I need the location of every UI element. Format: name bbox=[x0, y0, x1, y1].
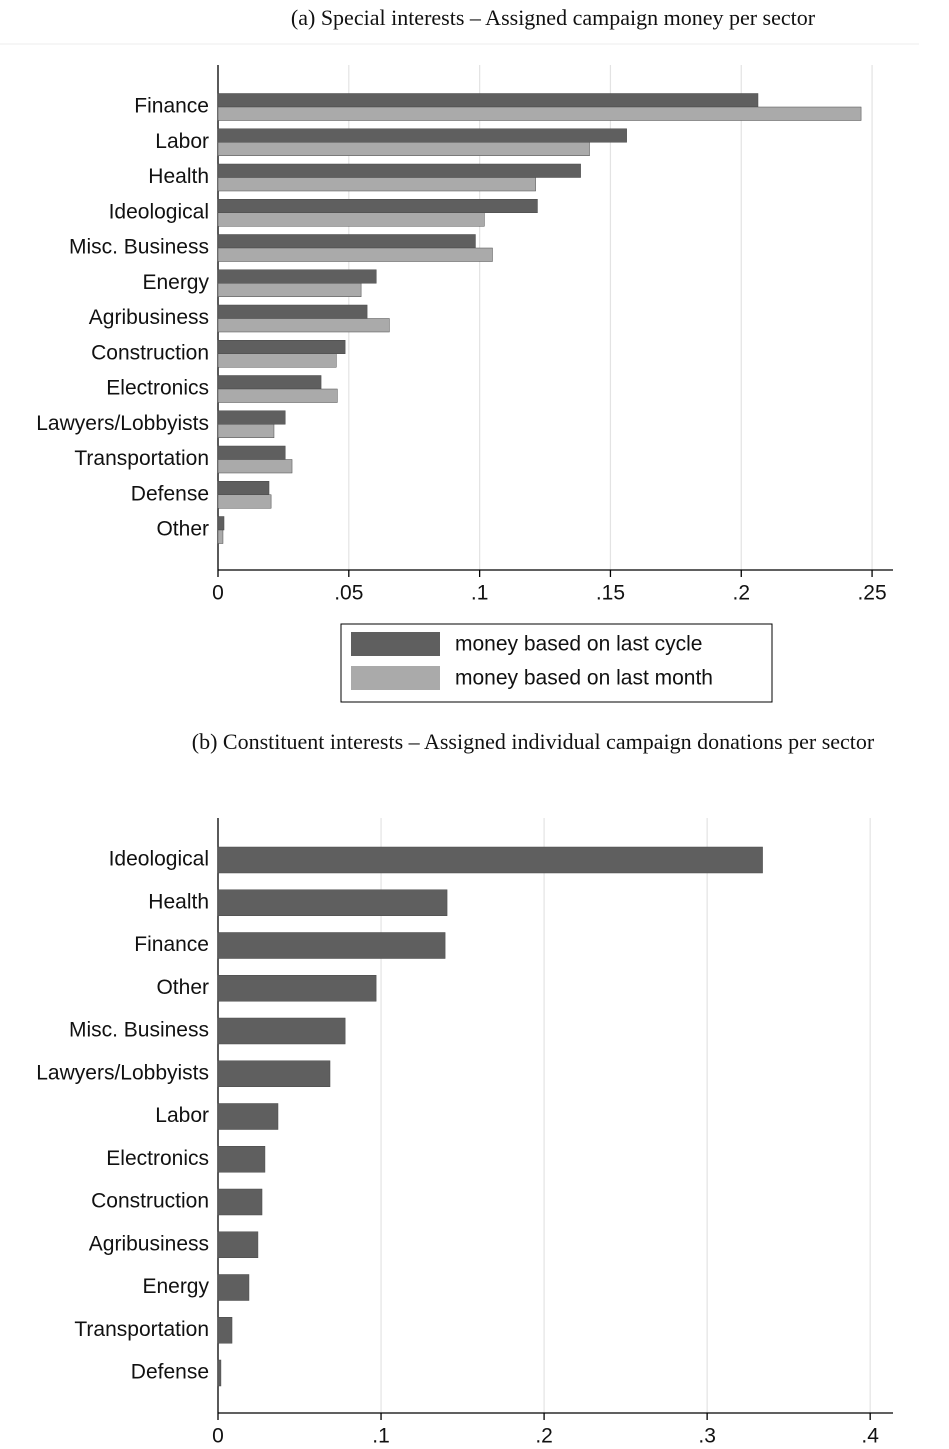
bar bbox=[217, 459, 293, 474]
y-tick-label: Health bbox=[148, 890, 209, 913]
y-tick-label: Defense bbox=[131, 1361, 209, 1384]
bar bbox=[217, 932, 446, 959]
y-tick-label: Lawyers/Lobbyists bbox=[36, 412, 209, 435]
y-tick-label: Other bbox=[156, 976, 209, 999]
bar bbox=[217, 304, 368, 319]
bar bbox=[217, 1146, 266, 1173]
y-tick-label: Construction bbox=[91, 341, 209, 364]
y-tick-label: Transportation bbox=[74, 447, 209, 470]
x-tick-label: .15 bbox=[596, 582, 625, 605]
y-tick-label: Health bbox=[148, 165, 209, 188]
legend-swatch bbox=[351, 632, 440, 656]
bar bbox=[217, 1274, 250, 1301]
legend-box bbox=[340, 623, 773, 703]
bar bbox=[217, 1359, 222, 1387]
legend-swatch bbox=[351, 666, 440, 690]
chart-title: (b) Constituent interests – Assigned ind… bbox=[192, 729, 875, 754]
y-tick-label: Agribusiness bbox=[89, 306, 209, 329]
bar bbox=[217, 846, 763, 874]
y-tick-label: Agribusiness bbox=[89, 1232, 209, 1255]
bar bbox=[217, 212, 485, 227]
y-tick-label: Defense bbox=[131, 482, 209, 505]
bar bbox=[217, 318, 390, 333]
bar bbox=[217, 375, 322, 390]
x-tick-label: .4 bbox=[861, 1425, 879, 1448]
bar bbox=[217, 142, 590, 156]
x-tick-label: .2 bbox=[732, 582, 750, 605]
bar bbox=[217, 529, 224, 544]
bar bbox=[217, 494, 272, 509]
x-tick-label: 0 bbox=[212, 1425, 224, 1448]
bar bbox=[217, 283, 362, 297]
legend-label: money based on last month bbox=[455, 667, 713, 690]
bar bbox=[217, 247, 493, 262]
bar bbox=[217, 1060, 331, 1087]
y-tick-label: Misc. Business bbox=[69, 236, 209, 259]
y-tick-label: Ideological bbox=[109, 848, 209, 871]
bar bbox=[217, 93, 759, 108]
bar bbox=[217, 1317, 233, 1344]
legend-label: money based on last cycle bbox=[455, 633, 702, 656]
bar bbox=[217, 889, 448, 916]
bar bbox=[217, 177, 536, 192]
x-tick-label: .1 bbox=[471, 582, 489, 605]
y-tick-label: Lawyers/Lobbyists bbox=[36, 1061, 209, 1084]
y-tick-label: Labor bbox=[155, 130, 209, 153]
y-tick-label: Energy bbox=[142, 1275, 209, 1298]
x-tick-label: .2 bbox=[535, 1425, 553, 1448]
x-tick-label: .3 bbox=[698, 1425, 716, 1448]
bar bbox=[217, 424, 275, 438]
bar bbox=[217, 199, 538, 213]
x-tick-label: .05 bbox=[334, 582, 363, 605]
x-tick-label: .25 bbox=[857, 582, 886, 605]
y-tick-label: Misc. Business bbox=[69, 1019, 209, 1042]
y-tick-label: Finance bbox=[134, 933, 209, 956]
bar bbox=[217, 1188, 263, 1216]
y-tick-label: Transportation bbox=[74, 1318, 209, 1341]
y-tick-label: Labor bbox=[155, 1104, 209, 1127]
bar bbox=[217, 128, 627, 143]
bar bbox=[217, 163, 581, 178]
y-tick-label: Ideological bbox=[109, 200, 209, 223]
bar bbox=[217, 481, 270, 495]
y-tick-label: Construction bbox=[91, 1190, 209, 1213]
bar bbox=[217, 106, 862, 121]
x-tick-label: .1 bbox=[372, 1425, 390, 1448]
bar bbox=[217, 445, 286, 460]
chart-title: (a) Special interests – Assigned campaig… bbox=[291, 5, 816, 30]
bar bbox=[217, 975, 377, 1002]
y-tick-label: Finance bbox=[134, 95, 209, 118]
bar bbox=[217, 388, 338, 403]
bar bbox=[217, 1017, 346, 1045]
y-tick-label: Electronics bbox=[106, 377, 209, 400]
bar bbox=[217, 269, 377, 284]
x-tick-label: 0 bbox=[212, 582, 224, 605]
bar bbox=[217, 1231, 259, 1258]
bar bbox=[217, 516, 225, 531]
bar bbox=[217, 410, 286, 425]
bar bbox=[217, 234, 476, 249]
bar bbox=[217, 340, 346, 354]
bar bbox=[217, 1103, 279, 1130]
y-tick-label: Electronics bbox=[106, 1147, 209, 1170]
y-tick-label: Other bbox=[156, 518, 209, 541]
bar bbox=[217, 353, 337, 368]
y-tick-label: Energy bbox=[142, 271, 209, 294]
